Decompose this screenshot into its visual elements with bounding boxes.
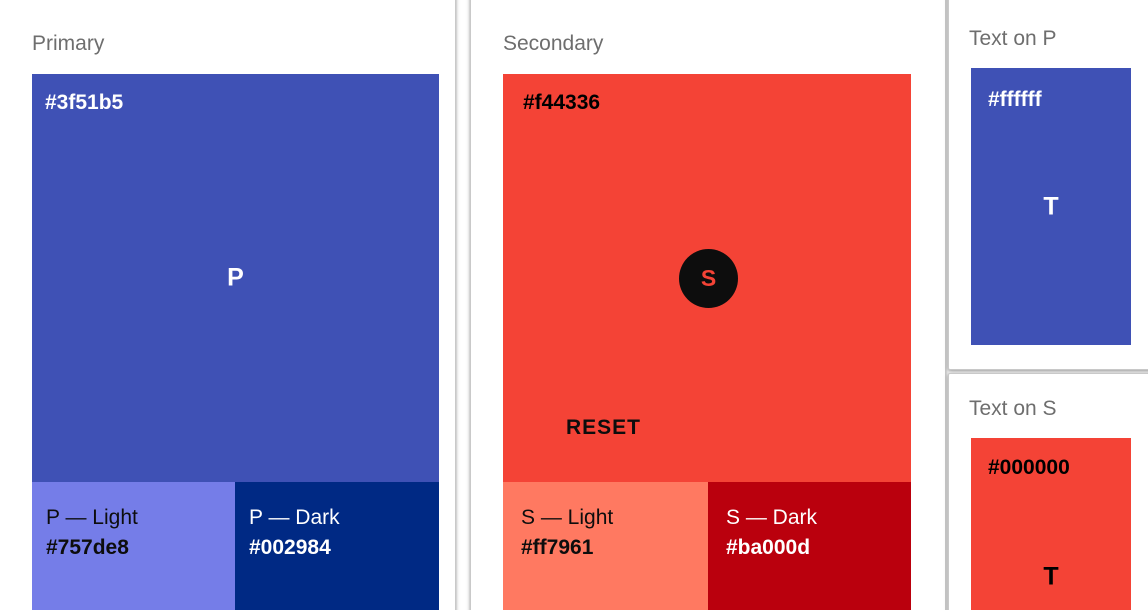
primary-light-label: P — Light (46, 506, 138, 529)
secondary-dark-hex: #ba000d (726, 536, 811, 559)
text-on-secondary-card: Text on S #000000 T (948, 373, 1148, 610)
secondary-dark-label: S — Dark (726, 506, 818, 529)
secondary-letter: S (700, 265, 717, 291)
text-on-primary-swatch: #ffffff T (971, 68, 1131, 345)
secondary-light-text: S — Light #ff7961 (521, 503, 704, 563)
primary-dark-label: P — Dark (249, 506, 340, 529)
text-on-secondary-letter: T (1043, 562, 1059, 590)
primary-swatch: #3f51b5 P (32, 74, 439, 482)
secondary-dark-swatch: S — Dark #ba000d (708, 482, 911, 610)
primary-dark-swatch: P — Dark #002984 (235, 482, 439, 610)
secondary-card: Secondary #f44336 S RESET S — Light #ff7… (470, 0, 946, 610)
primary-hex-value: #3f51b5 (45, 91, 124, 114)
primary-dark-hex: #002984 (249, 536, 331, 559)
text-on-secondary-swatch: #000000 T (971, 438, 1131, 610)
text-on-secondary-label: Text on S (969, 397, 1057, 420)
primary-dark-text: P — Dark #002984 (249, 503, 435, 563)
primary-card: Primary #3f51b5 P P — Light #757de8 P — … (0, 0, 456, 610)
secondary-hex-value: #f44336 (523, 91, 601, 114)
primary-letter: P (227, 263, 244, 292)
text-on-primary-label: Text on P (969, 27, 1057, 50)
primary-section-label: Primary (32, 32, 105, 55)
reset-button[interactable]: RESET (566, 416, 642, 439)
text-on-secondary-hex: #000000 (988, 456, 1070, 479)
secondary-dark-text: S — Dark #ba000d (726, 503, 907, 563)
text-on-primary-hex: #ffffff (988, 88, 1042, 111)
text-on-primary-letter: T (1043, 192, 1059, 220)
primary-light-swatch: P — Light #757de8 (32, 482, 235, 610)
secondary-light-hex: #ff7961 (521, 536, 594, 559)
primary-light-text: P — Light #757de8 (46, 503, 231, 563)
text-on-primary-card: Text on P #ffffff T (948, 0, 1148, 370)
secondary-light-label: S — Light (521, 506, 614, 529)
secondary-section-label: Secondary (503, 32, 604, 55)
primary-light-hex: #757de8 (46, 536, 129, 559)
secondary-swatch: #f44336 S RESET (503, 74, 911, 482)
secondary-light-swatch: S — Light #ff7961 (503, 482, 708, 610)
secondary-avatar: S (679, 249, 738, 308)
